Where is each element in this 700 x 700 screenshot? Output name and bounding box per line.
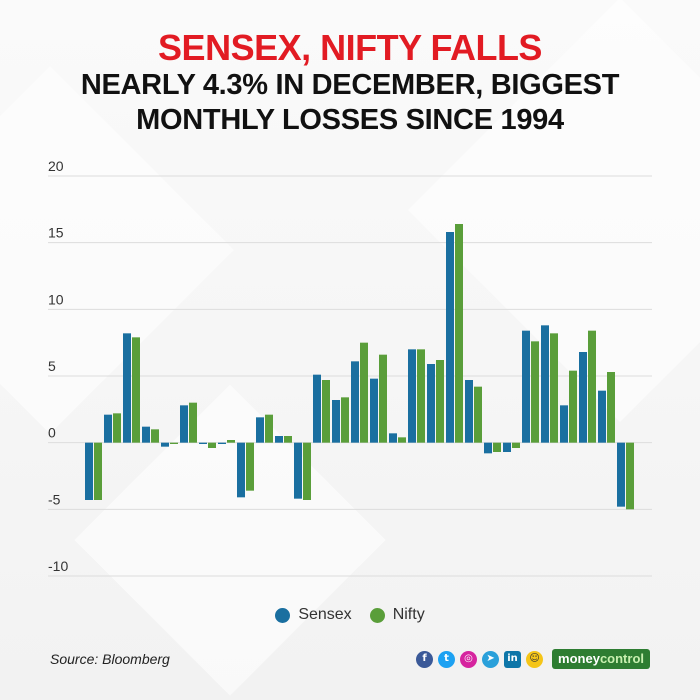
- bar-nifty: [170, 442, 178, 444]
- bar-sensex: [541, 325, 549, 443]
- bar-sensex: [351, 361, 359, 443]
- bar-sensex: [142, 426, 150, 443]
- bar-sensex: [484, 442, 492, 454]
- title-block: SENSEX, NIFTY FALLS NEARLY 4.3% IN DECEM…: [0, 28, 700, 138]
- bar-sensex: [370, 378, 378, 443]
- bar-nifty: [531, 341, 539, 443]
- bar-sensex: [199, 442, 207, 444]
- bar-sensex: [85, 442, 93, 500]
- bar-sensex: [313, 374, 321, 443]
- bar-sensex: [218, 442, 226, 444]
- bar-nifty: [341, 397, 349, 443]
- title-headline: SENSEX, NIFTY FALLS: [158, 27, 542, 68]
- telegram-icon[interactable]: ➤: [482, 650, 500, 668]
- bar-sensex: [332, 400, 340, 443]
- bar-nifty: [113, 413, 121, 443]
- y-tick-label: -5: [48, 491, 61, 507]
- bar-nifty: [398, 437, 406, 443]
- bar-sensex: [237, 442, 245, 498]
- bar-sensex: [617, 442, 625, 507]
- bar-nifty: [417, 349, 425, 443]
- bar-sensex: [465, 380, 473, 443]
- bar-nifty: [151, 429, 159, 443]
- bar-sensex: [408, 349, 416, 443]
- social-bar: f t ◎ ➤ in ☺ moneycontrol: [416, 649, 650, 669]
- bar-nifty: [189, 402, 197, 443]
- y-axis-ticks: 20 15 10 5 0 -5 -10: [48, 158, 68, 574]
- chart-legend: Sensex Nifty: [0, 606, 700, 624]
- bar-sensex: [161, 442, 169, 447]
- bar-nifty: [588, 330, 596, 443]
- bar-sensex: [427, 364, 435, 443]
- bar-sensex: [123, 333, 131, 443]
- moneycontrol-logo: moneycontrol: [552, 649, 650, 669]
- bar-nifty: [227, 440, 235, 443]
- bar-nifty: [208, 442, 216, 448]
- legend-item-sensex: Sensex: [275, 606, 352, 624]
- bar-sensex: [446, 232, 454, 443]
- bar-nifty: [360, 342, 368, 443]
- bar-sensex: [503, 442, 511, 452]
- y-tick-label: 0: [48, 425, 56, 441]
- bar-nifty: [512, 442, 520, 448]
- bar-nifty: [493, 442, 501, 452]
- bar-nifty: [550, 333, 558, 443]
- bar-nifty: [474, 386, 482, 443]
- linkedin-icon[interactable]: in: [504, 650, 522, 668]
- bar-nifty: [322, 380, 330, 443]
- bar-sensex: [104, 414, 112, 443]
- bar-nifty: [303, 442, 311, 500]
- bar-nifty: [569, 370, 577, 443]
- title-subline-2: MONTHLY LOSSES SINCE 1994: [136, 104, 564, 136]
- bar-sensex: [180, 405, 188, 443]
- bar-nifty: [265, 414, 273, 443]
- nifty-swatch: [369, 607, 385, 623]
- bar-sensex: [598, 390, 606, 443]
- y-tick-label: -10: [48, 558, 68, 574]
- legend-label-sensex: Sensex: [298, 606, 352, 623]
- bar-nifty: [626, 442, 634, 510]
- bar-sensex: [256, 417, 264, 443]
- bar-chart: 20 15 10 5 0 -5 -10: [48, 158, 652, 577]
- bar-nifty: [94, 442, 102, 500]
- facebook-icon[interactable]: f: [416, 650, 434, 668]
- bar-sensex: [275, 436, 283, 443]
- bar-sensex: [389, 433, 397, 443]
- bar-nifty: [607, 372, 615, 443]
- bar-nifty: [455, 224, 463, 443]
- twitter-icon[interactable]: t: [438, 650, 456, 668]
- y-tick-label: 20: [48, 158, 64, 174]
- bar-nifty: [284, 436, 292, 443]
- bars: [85, 224, 634, 510]
- bar-nifty: [436, 360, 444, 443]
- bar-sensex: [560, 405, 568, 443]
- bar-sensex: [579, 352, 587, 443]
- y-tick-label: 5: [48, 358, 56, 374]
- bar-sensex: [294, 442, 302, 499]
- snapchat-icon[interactable]: ☺: [526, 650, 544, 668]
- sensex-swatch: [275, 607, 291, 623]
- y-tick-label: 10: [48, 291, 64, 307]
- legend-label-nifty: Nifty: [392, 606, 425, 623]
- bar-nifty: [246, 442, 254, 491]
- source-note: Source: Bloomberg: [50, 651, 170, 667]
- title-subline-1: NEARLY 4.3% IN DECEMBER, BIGGEST: [80, 69, 620, 101]
- bar-nifty: [379, 354, 387, 443]
- bar-sensex: [522, 330, 530, 443]
- instagram-icon[interactable]: ◎: [460, 650, 478, 668]
- y-tick-label: 15: [48, 225, 64, 241]
- bar-nifty: [132, 337, 140, 443]
- legend-item-nifty: Nifty: [369, 606, 425, 624]
